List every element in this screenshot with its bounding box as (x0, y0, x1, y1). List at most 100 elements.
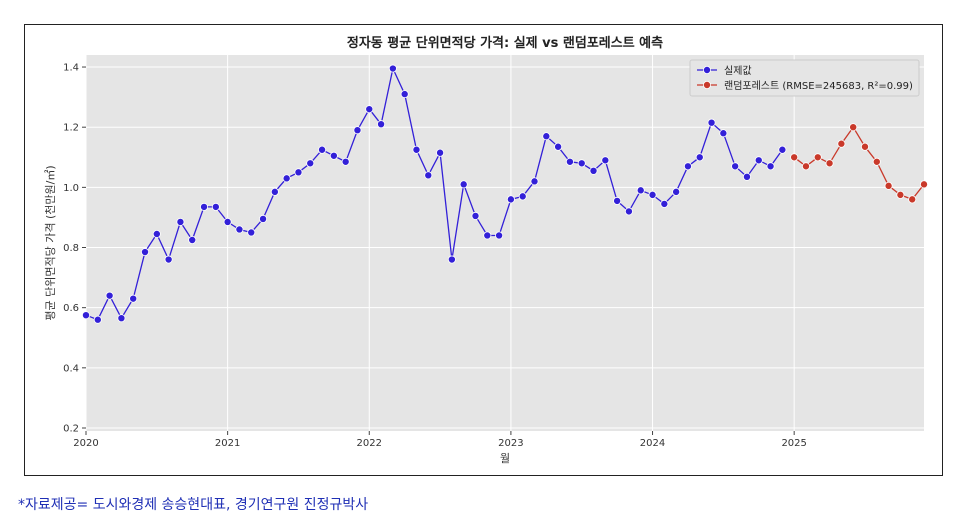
data-point-actual (105, 291, 114, 300)
data-point-actual (778, 145, 787, 154)
legend-marker-actual (703, 66, 712, 75)
data-point-actual (624, 207, 633, 216)
data-point-actual (577, 159, 586, 168)
y-tick-label: 1.2 (63, 123, 79, 134)
data-point-actual (742, 172, 751, 181)
data-point-actual (353, 126, 362, 135)
y-tick-label: 0.6 (63, 303, 79, 314)
data-point-actual (542, 132, 551, 141)
y-axis-label: 평균 단위면적당 가격 (천만원/㎡) (43, 165, 57, 320)
data-point-actual (329, 151, 338, 160)
y-tick-label: 0.2 (63, 423, 79, 434)
data-point-actual (400, 90, 409, 99)
data-point-actual (412, 145, 421, 154)
data-point-forecast (920, 180, 929, 189)
data-point-actual (176, 217, 185, 226)
data-point-forecast (872, 157, 881, 166)
data-point-actual (436, 148, 445, 157)
x-axis-label: 월 (500, 452, 510, 465)
data-point-actual (707, 118, 716, 127)
legend: 실제값 랜덤포레스트 (RMSE=245683, R²=0.99) (689, 59, 920, 97)
data-point-actual (424, 171, 433, 180)
data-point-forecast (849, 123, 858, 132)
data-point-actual (683, 162, 692, 171)
data-point-forecast (860, 142, 869, 151)
legend-box (689, 59, 920, 97)
x-tick-label: 2023 (498, 438, 523, 449)
data-point-actual (247, 228, 256, 237)
data-point-actual (188, 235, 197, 244)
data-point-forecast (801, 162, 810, 171)
data-point-actual (518, 192, 527, 201)
data-point-actual (223, 217, 232, 226)
data-point-actual (117, 314, 126, 323)
data-point-actual (636, 186, 645, 195)
data-point-actual (506, 195, 515, 204)
x-axis-ticks: 2020 2021 2022 2023 2024 2025 (73, 431, 807, 449)
plot-background (86, 55, 924, 431)
x-tick-label: 2022 (357, 438, 382, 449)
y-axis-ticks: 0.2 0.4 0.6 0.8 1.0 1.2 1.4 (63, 63, 86, 434)
data-point-actual (766, 162, 775, 171)
data-point-forecast (837, 139, 846, 148)
data-point-forecast (825, 159, 834, 168)
data-point-actual (495, 231, 504, 240)
data-point-actual (93, 315, 102, 324)
data-point-actual (660, 199, 669, 208)
data-point-actual (318, 145, 327, 154)
data-point-actual (754, 156, 763, 165)
data-point-actual (141, 248, 150, 257)
data-point-forecast (908, 195, 917, 204)
data-point-actual (82, 311, 91, 320)
data-point-actual (200, 202, 209, 211)
source-footnote: *자료제공= 도시와경제 송승현대표, 경기연구원 진정규박사 (18, 497, 369, 513)
data-point-actual (294, 168, 303, 177)
chart-title: 정자동 평균 단위면적당 가격: 실제 vs 랜덤포레스트 예측 (347, 35, 663, 51)
data-point-actual (164, 255, 173, 264)
x-tick-label: 2020 (73, 438, 98, 449)
data-point-actual (731, 162, 740, 171)
data-point-actual (377, 120, 386, 129)
data-point-actual (719, 129, 728, 138)
data-point-actual (447, 255, 456, 264)
data-point-forecast (896, 190, 905, 199)
y-tick-label: 0.8 (63, 243, 79, 254)
data-point-actual (235, 225, 244, 234)
legend-marker-forecast (703, 81, 712, 90)
data-point-actual (365, 105, 374, 114)
data-point-actual (589, 166, 598, 175)
data-point-forecast (813, 153, 822, 162)
legend-label-forecast: 랜덤포레스트 (RMSE=245683, R²=0.99) (724, 80, 913, 92)
data-point-actual (388, 64, 397, 73)
data-point-actual (471, 211, 480, 220)
data-point-actual (152, 229, 161, 238)
data-point-actual (483, 231, 492, 240)
data-point-actual (341, 157, 350, 166)
y-tick-label: 1.0 (63, 183, 79, 194)
data-point-actual (530, 177, 539, 186)
data-point-actual (270, 187, 279, 196)
data-point-actual (565, 157, 574, 166)
data-point-forecast (884, 181, 893, 190)
data-point-forecast (790, 153, 799, 162)
data-point-actual (459, 180, 468, 189)
data-point-actual (306, 159, 315, 168)
series-group (82, 64, 929, 324)
x-tick-label: 2025 (781, 438, 806, 449)
data-point-actual (672, 187, 681, 196)
data-point-actual (601, 156, 610, 165)
data-point-actual (259, 214, 268, 223)
y-tick-label: 0.4 (63, 363, 79, 374)
x-tick-label: 2024 (640, 438, 665, 449)
y-tick-label: 1.4 (63, 63, 79, 74)
data-point-actual (211, 202, 220, 211)
x-tick-label: 2021 (215, 438, 240, 449)
data-point-actual (129, 294, 138, 303)
data-point-actual (282, 174, 291, 183)
data-point-actual (613, 196, 622, 205)
data-point-actual (554, 142, 563, 151)
data-point-actual (648, 190, 657, 199)
data-point-actual (695, 153, 704, 162)
legend-label-actual: 실제값 (724, 65, 752, 77)
